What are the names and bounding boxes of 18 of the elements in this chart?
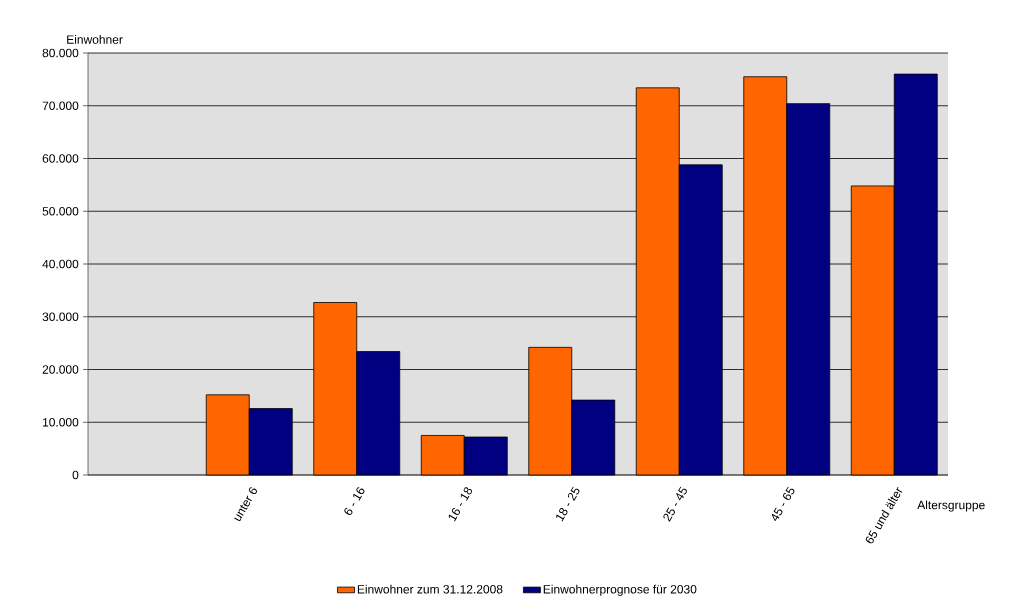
y-tick-label: 50.000 [42,207,79,216]
y-tick-label: 30.000 [42,312,79,322]
y-tick-label: 40.000 [42,259,79,269]
x-axis-title: Altersgruppe [917,500,985,512]
x-tick-label: 6 - 16 [344,487,365,515]
legend-label: Einwohnerprognose für 2030 [543,584,697,596]
y-tick-label: 80.000 [42,48,79,58]
x-tick-label: 45 - 65 [771,486,795,522]
x-tick-label: 18 - 25 [556,486,580,522]
y-axis-title: Einwohner [67,34,123,44]
y-tick-label: 20.000 [42,365,79,374]
y-tick-label: 10.000 [43,418,79,427]
x-tick-label: 25 - 45 [663,486,687,522]
x-tick-label: 16 - 18 [448,487,473,522]
y-tick-label: 70.000 [42,101,79,111]
y-tick-label: 60.000 [42,154,79,163]
y-tick-label: 0 [72,470,79,480]
legend-label: Einwohner zum 31.12.2008 [357,584,503,594]
